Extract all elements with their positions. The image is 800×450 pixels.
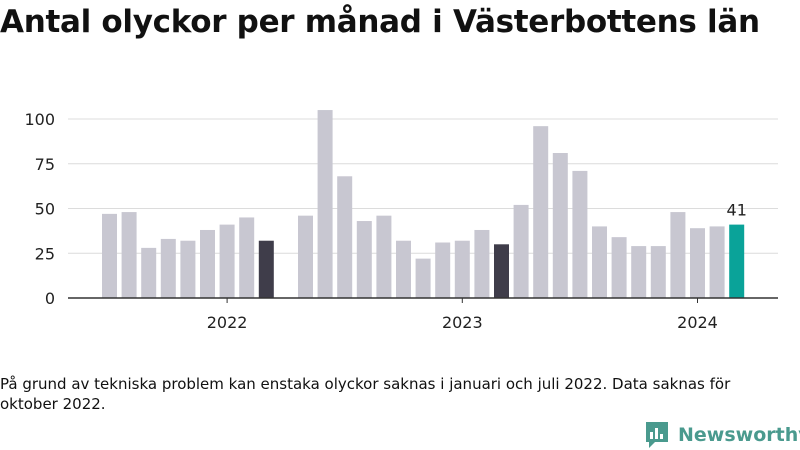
x-tick-label: 2023 bbox=[442, 313, 483, 332]
bar-2023-01 bbox=[337, 176, 353, 298]
bar-2024-06 bbox=[670, 212, 686, 298]
y-tick-label: 25 bbox=[35, 244, 55, 263]
data-labels: 41 bbox=[727, 201, 747, 220]
newsworthy-logo-icon bbox=[646, 422, 668, 448]
bar-2022-03 bbox=[141, 247, 157, 298]
bar-2024-03 bbox=[611, 237, 627, 298]
bar-2024-09 bbox=[729, 224, 745, 298]
bar-2023-02 bbox=[356, 221, 372, 298]
y-tick-label: 0 bbox=[45, 289, 55, 308]
bar-2022-08 bbox=[239, 217, 255, 298]
bar-2023-10 bbox=[513, 204, 529, 298]
bar-2022-05 bbox=[180, 240, 196, 298]
chart-title: Antal olyckor per månad i Västerbottens … bbox=[0, 4, 760, 40]
footnote: På grund av tekniska problem kan enstaka… bbox=[0, 375, 731, 413]
logo-text: Newsworthy bbox=[678, 424, 800, 446]
bar-2023-04 bbox=[396, 240, 411, 298]
x-axis-ticks: 2022 2023 2024 bbox=[207, 298, 718, 332]
bar-2024-08 bbox=[709, 226, 725, 298]
bar-2024-05 bbox=[650, 246, 666, 298]
bar-2022-12 bbox=[317, 110, 333, 298]
bar-2024-01 bbox=[572, 170, 588, 298]
bar-2022-07 bbox=[219, 224, 235, 298]
x-tick-label: 2024 bbox=[677, 313, 718, 332]
bar-2022-02 bbox=[121, 212, 137, 298]
bar-2023-11 bbox=[533, 126, 549, 298]
bar-2024-04 bbox=[631, 246, 647, 298]
bar-chart: 0 25 50 75 100 2022 2023 2024 41 bbox=[24, 110, 778, 332]
x-tick-label: 2022 bbox=[207, 313, 248, 332]
bar-2022-11 bbox=[298, 215, 313, 298]
bar-2023-03 bbox=[376, 215, 392, 298]
newsworthy-logo: Newsworthy bbox=[644, 420, 800, 450]
bars bbox=[102, 110, 745, 298]
bar-2023-08 bbox=[474, 229, 490, 298]
bar-2023-09 bbox=[494, 244, 509, 298]
y-tick-label: 50 bbox=[35, 200, 55, 219]
bar-2024-02 bbox=[592, 226, 607, 298]
y-tick-label: 75 bbox=[35, 155, 55, 174]
data-label-latest: 41 bbox=[727, 201, 747, 220]
bar-2022-01 bbox=[102, 213, 117, 298]
bar-2024-07 bbox=[690, 228, 705, 298]
bar-2023-07 bbox=[454, 240, 470, 298]
bar-2022-04 bbox=[160, 238, 176, 298]
y-tick-label: 100 bbox=[24, 110, 55, 129]
bar-2022-06 bbox=[200, 229, 215, 298]
bar-2023-12 bbox=[552, 153, 568, 298]
y-axis-ticks: 0 25 50 75 100 bbox=[24, 110, 55, 308]
bar-2023-05 bbox=[415, 258, 431, 298]
bar-2023-06 bbox=[435, 242, 451, 298]
bar-2022-09 bbox=[258, 240, 274, 298]
